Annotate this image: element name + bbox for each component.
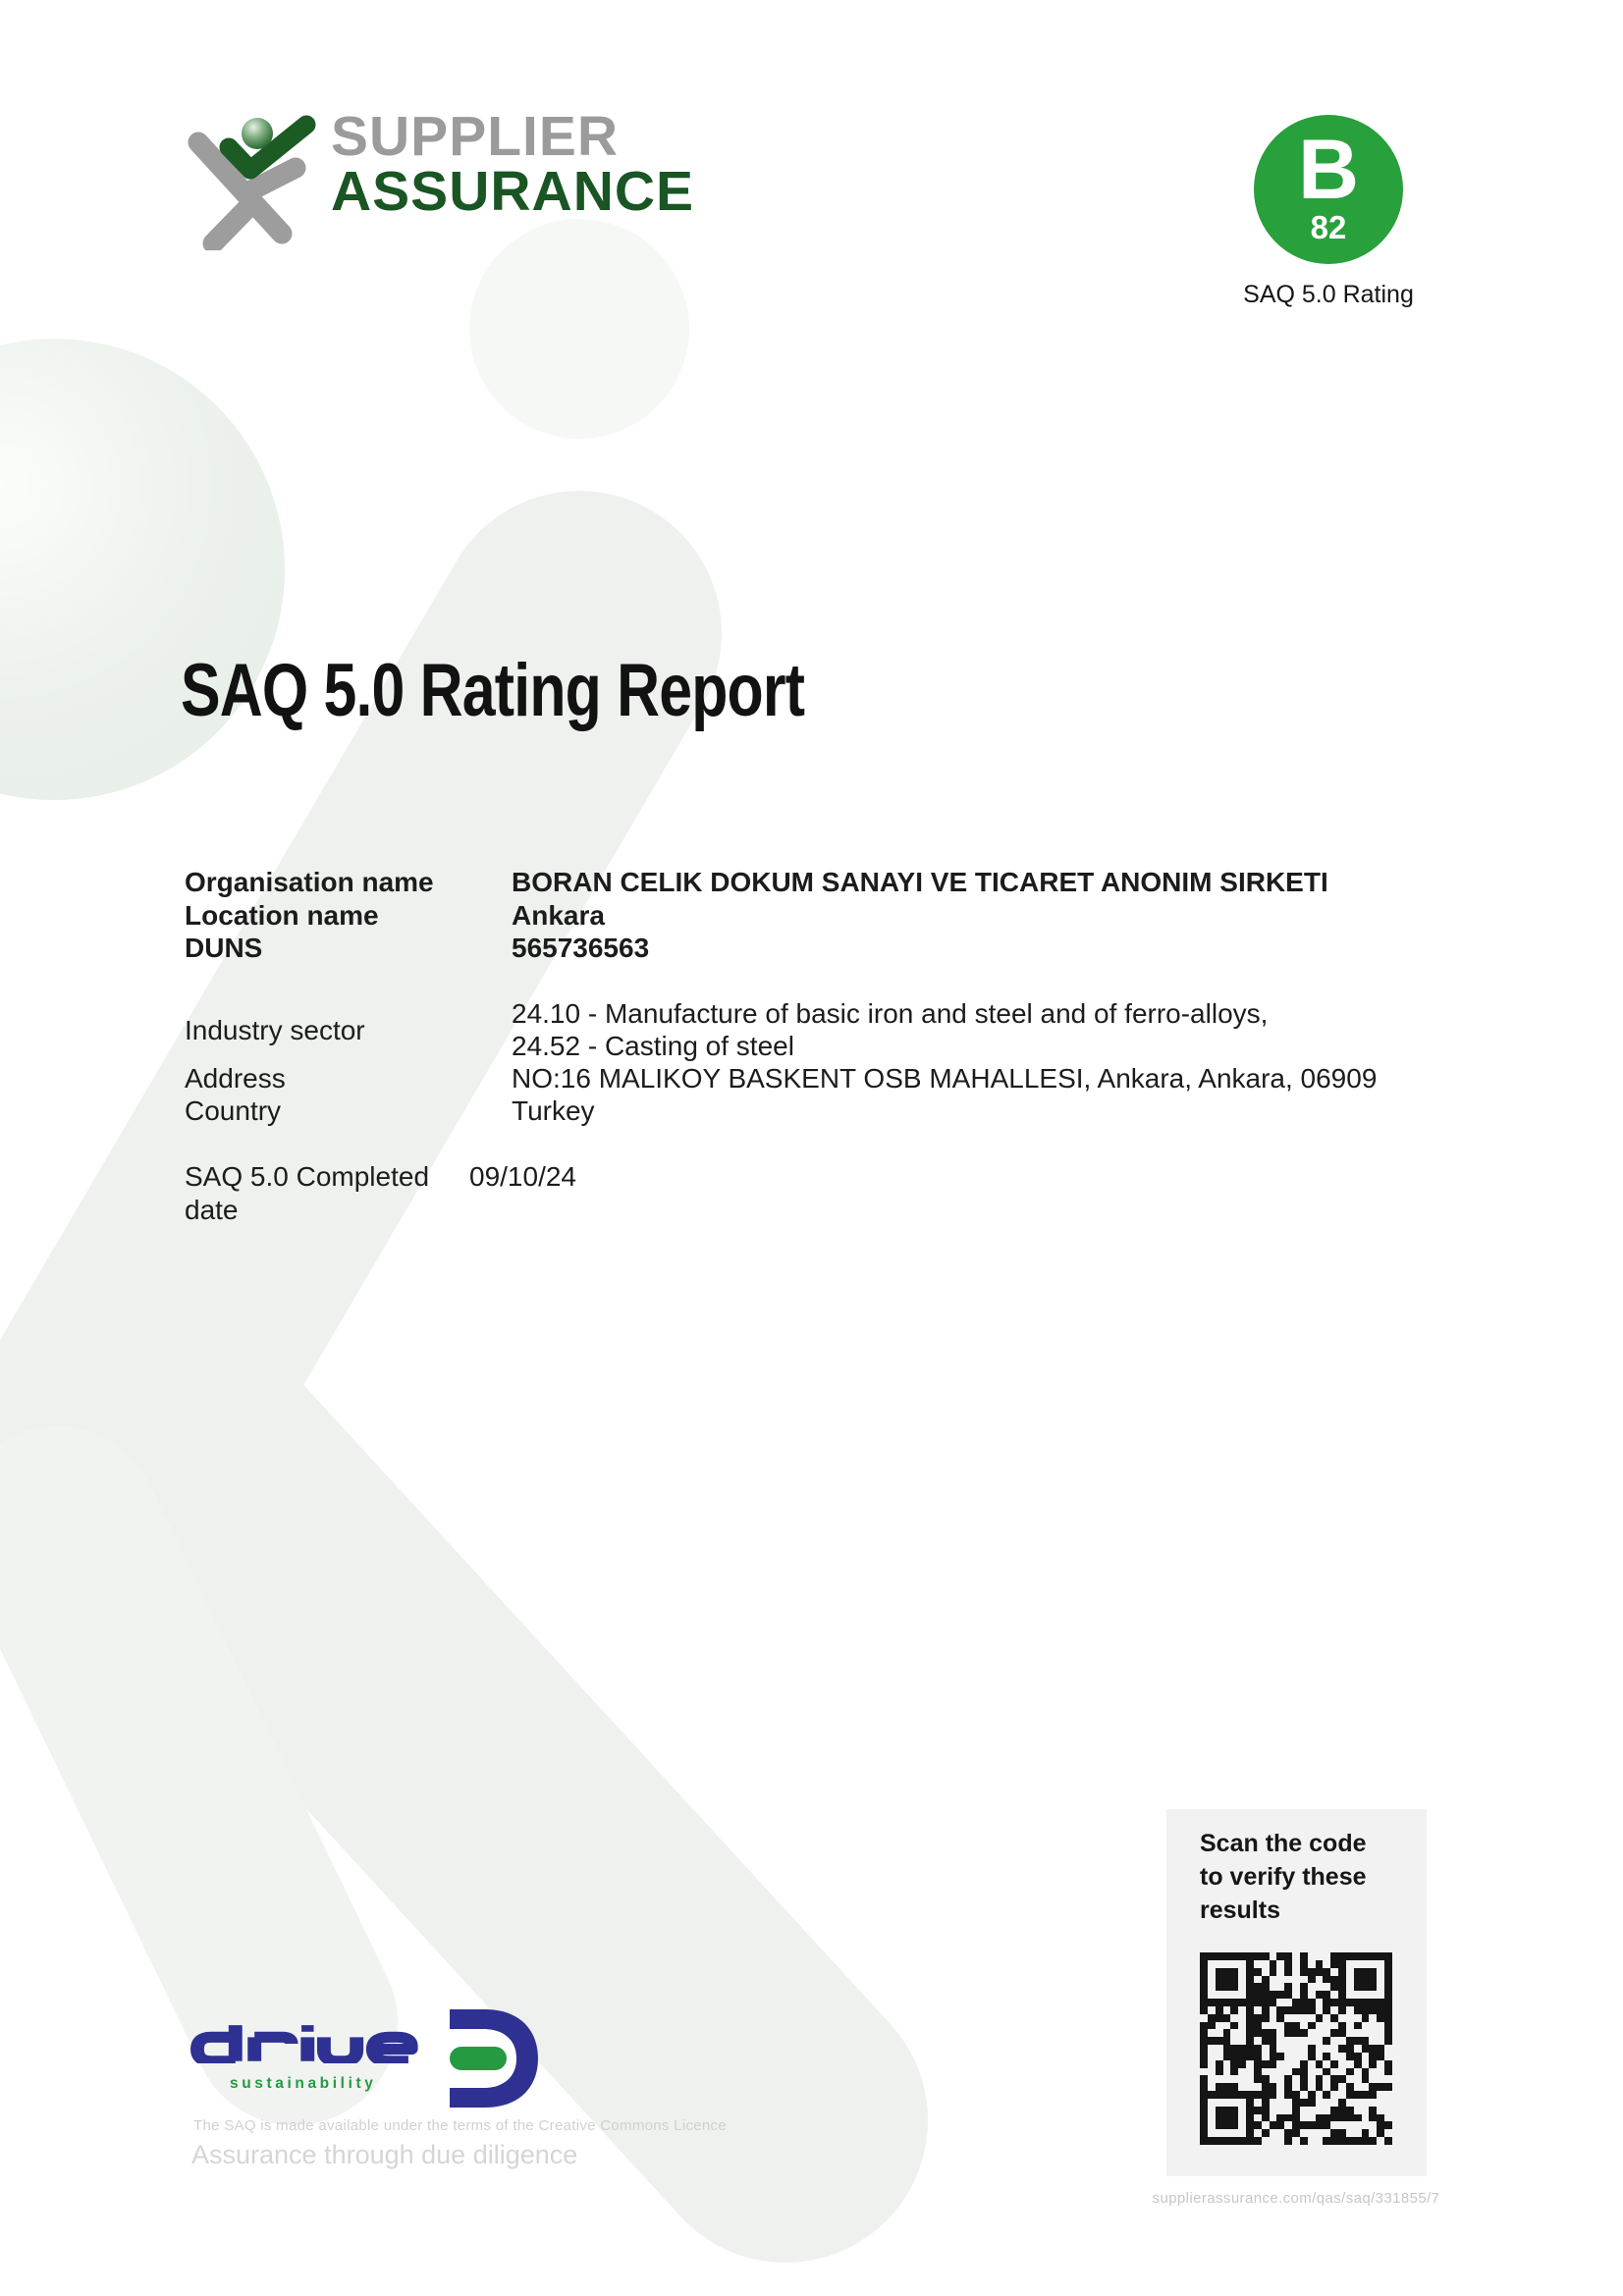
verify-heading-line1: Scan the code xyxy=(1200,1830,1367,1857)
industry-value-line2: 24.52 - Casting of steel xyxy=(512,1031,794,1061)
location-value: Ankara xyxy=(512,899,605,931)
industry-value-line1: 24.10 - Manufacture of basic iron and st… xyxy=(512,998,1269,1029)
tagline: Assurance through due diligence xyxy=(191,2140,578,2169)
detail-row-duns: DUNS 565736563 xyxy=(185,932,1328,965)
country-value: Turkey xyxy=(512,1095,595,1126)
verify-heading: Scan the code to verify these results xyxy=(1200,1827,1401,1927)
address-value: NO:16 MALIKOY BASKENT OSB MAHALLESI, Ank… xyxy=(512,1063,1378,1094)
detail-row-organisation: Organisation name BORAN CELIK DOKUM SANA… xyxy=(185,866,1328,899)
watermark-circle xyxy=(0,339,285,800)
details-site-group: Industry sector 24.10 - Manufacture of b… xyxy=(185,997,1377,1127)
detail-row-country: Country Turkey xyxy=(185,1095,1377,1127)
brand-wordmark: SUPPLIER ASSURANCE xyxy=(331,105,695,223)
industry-value: 24.10 - Manufacture of basic iron and st… xyxy=(512,997,1268,1062)
drive-sustainability-mark xyxy=(450,2009,538,2108)
organisation-label: Organisation name xyxy=(185,867,434,897)
brand-word-assurance: ASSURANCE xyxy=(331,160,695,223)
address-label: Address xyxy=(185,1063,286,1094)
country-label: Country xyxy=(185,1095,282,1126)
watermark-blob xyxy=(469,219,689,439)
detail-row-address: Address NO:16 MALIKOY BASKENT OSB MAHALL… xyxy=(185,1062,1377,1095)
brand-word-supplier: SUPPLIER xyxy=(331,105,620,168)
duns-label: DUNS xyxy=(185,933,263,963)
detail-row-completed-date: SAQ 5.0 Completed date 09/10/24 xyxy=(185,1160,576,1226)
supplier-assurance-figure-icon xyxy=(188,115,316,250)
completed-date-value: 09/10/24 xyxy=(469,1161,576,1192)
verify-panel: Scan the code to verify these results xyxy=(1166,1809,1427,2176)
rating-badge: B 82 xyxy=(1254,115,1403,264)
detail-row-location: Location name Ankara xyxy=(185,899,1328,933)
licence-note: The SAQ is made available under the term… xyxy=(193,2117,727,2134)
detail-row-industry: Industry sector 24.10 - Manufacture of b… xyxy=(185,997,1377,1062)
organisation-value: BORAN CELIK DOKUM SANAYI VE TICARET ANON… xyxy=(512,867,1328,897)
details-completed-group: SAQ 5.0 Completed date 09/10/24 xyxy=(185,1160,576,1226)
location-label: Location name xyxy=(185,899,379,931)
industry-label: Industry sector xyxy=(185,1014,365,1045)
drive-subtitle: sustainability xyxy=(230,2075,377,2092)
drive-wordmark-logo xyxy=(190,2025,418,2063)
verify-heading-line2: to verify these xyxy=(1200,1863,1367,1891)
qr-code xyxy=(1200,1952,1392,2145)
rating-grade: B xyxy=(1297,123,1360,217)
watermark-chevron xyxy=(0,491,928,2263)
rating-badge-caption: SAQ 5.0 Rating xyxy=(1243,281,1414,308)
duns-value: 565736563 xyxy=(512,933,650,963)
page-title: SAQ 5.0 Rating Report xyxy=(181,649,805,732)
verify-heading-line3: results xyxy=(1200,1896,1280,1924)
rating-score: 82 xyxy=(1310,209,1347,245)
verify-url: supplierassurance.com/qas/saq/331855/7 xyxy=(1152,2190,1440,2207)
completed-date-label: SAQ 5.0 Completed date xyxy=(185,1161,430,1225)
details-identity-group: Organisation name BORAN CELIK DOKUM SANA… xyxy=(185,866,1328,965)
watermark-band xyxy=(0,1426,398,2125)
